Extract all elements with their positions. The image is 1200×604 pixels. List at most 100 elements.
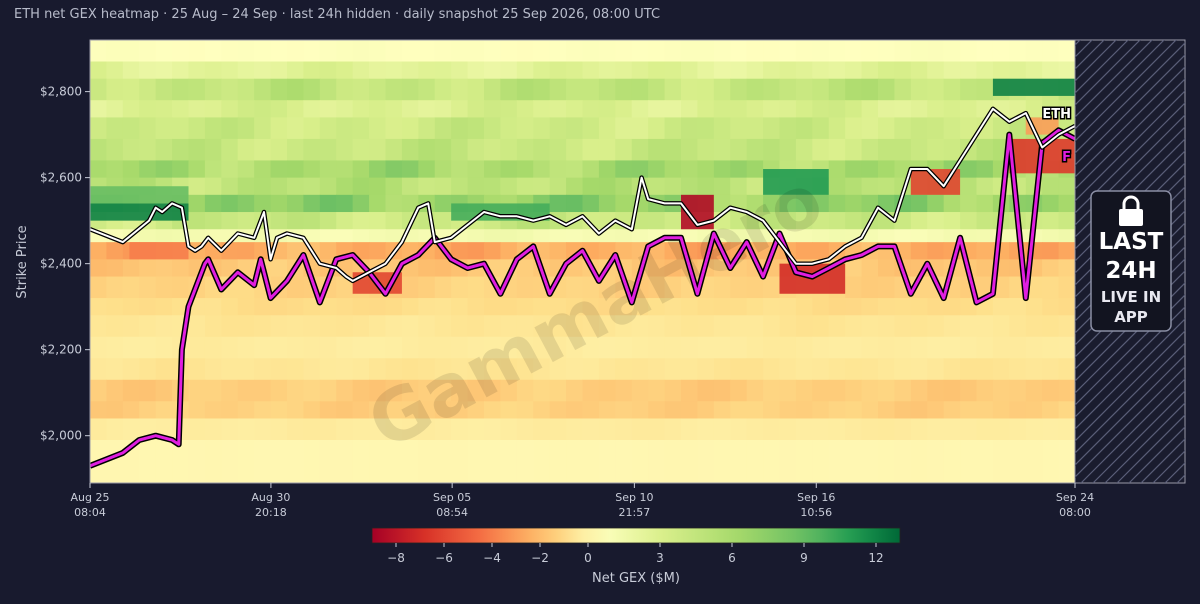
heatmap-cell [418,336,436,359]
heatmap-cell [812,401,830,419]
heatmap-cell [533,298,551,316]
heatmap-cell [664,40,682,63]
heatmap-cell [336,212,354,230]
heatmap-cell [713,358,731,381]
heatmap-cell [943,315,961,338]
heatmap-cell [204,78,222,101]
heatmap-cell [746,160,764,179]
heatmap-cell [615,242,633,260]
lock-panel[interactable]: LAST 24H LIVE IN APP [1090,190,1172,332]
heatmap-cell [139,40,157,63]
heatmap-cell [943,401,961,419]
heatmap-cell [566,401,583,419]
heatmap-cell [287,160,304,179]
heatmap-cell [237,138,255,161]
heatmap-cell [533,336,551,359]
heatmap-cell [237,61,255,80]
heatmap-cell [648,276,666,299]
heatmap-cell [237,336,255,359]
heatmap-cell [746,100,764,118]
heatmap-cell [943,194,961,213]
heatmap-cell [763,439,780,483]
heatmap-cell [598,276,616,299]
heatmap-cell [139,138,157,161]
heatmap-cell [221,61,239,80]
heatmap-cell [960,100,977,118]
heatmap-cell [500,298,518,316]
heatmap-cell [697,138,715,161]
heatmap-cell [204,336,222,359]
heatmap-cell [139,78,157,101]
heatmap-cell [631,229,649,243]
heatmap-cell [713,379,731,402]
flip-line-label: F [1062,150,1071,165]
heatmap-cell [451,418,469,441]
heatmap-cell [500,418,518,441]
lock-icon [1119,195,1143,226]
heatmap-cell [746,138,764,161]
heatmap-cell [155,336,173,359]
heatmap-cell [484,418,501,441]
heatmap-cell [533,439,551,483]
heatmap-cell [894,401,912,419]
heatmap-cell [878,100,895,118]
heatmap-cell [779,298,797,316]
heatmap-cell [730,212,748,230]
colorbar-gradient [371,527,901,544]
heatmap-cell [500,61,518,80]
heatmap-cell [681,439,698,483]
heatmap-cell [319,336,337,359]
heatmap-cell [385,194,403,213]
heatmap-cell [484,358,501,381]
heatmap-cell [1025,358,1043,381]
heatmap-cell [812,242,830,260]
heatmap-cell [106,61,124,80]
heatmap-cell [155,78,173,101]
heatmap-cell [664,160,682,179]
x-tick-label-time: 08:00 [1059,506,1091,519]
heatmap-cell [1025,439,1043,483]
heatmap-cell [254,418,272,441]
heatmap-cell [1042,194,1060,213]
x-tick-label-date: Sep 24 [1056,491,1094,504]
heatmap-cell [319,78,337,101]
series-f-line [90,128,1075,468]
heatmap-cell [451,276,469,299]
heatmap-cell [878,194,895,213]
heatmap-cell [566,194,583,213]
heatmap-cell [418,379,436,402]
heatmap-cell [960,117,977,140]
heatmap-cell [681,40,698,63]
heatmap-cell [484,160,501,179]
heatmap-cell [664,100,682,118]
y-tick-label: $2,000 [40,429,82,443]
heatmap-cell [303,439,321,483]
heatmap-cell [139,117,157,140]
heatmap-cell [960,177,977,196]
heatmap-cell [992,117,1010,140]
heatmap-cell [319,418,337,441]
heatmap-cell [648,259,666,278]
colorbar-tick-label: 6 [728,551,736,565]
heatmap-cell [434,194,452,213]
heatmap-cell [303,138,321,161]
heatmap-cell [237,298,255,316]
heatmap-cell [960,298,977,316]
heatmap-cell [1058,40,1075,63]
heatmap-cell [763,117,780,140]
heatmap-cell [122,336,140,359]
heatmap-cell [188,40,206,63]
heatmap-cell [90,78,107,101]
heatmap-cell [598,160,616,179]
heatmap-cell [122,418,140,441]
heatmap-cell [845,336,863,359]
heatmap-cell [730,418,748,441]
heatmap-cell [172,160,189,179]
heatmap-cell [779,138,797,161]
heatmap-cell [254,117,272,140]
heatmap-cell [648,401,666,419]
heatmap-cell [878,336,895,359]
heatmap-cell [598,138,616,161]
heatmap-cell [566,276,583,299]
heatmap-cell [861,160,879,179]
